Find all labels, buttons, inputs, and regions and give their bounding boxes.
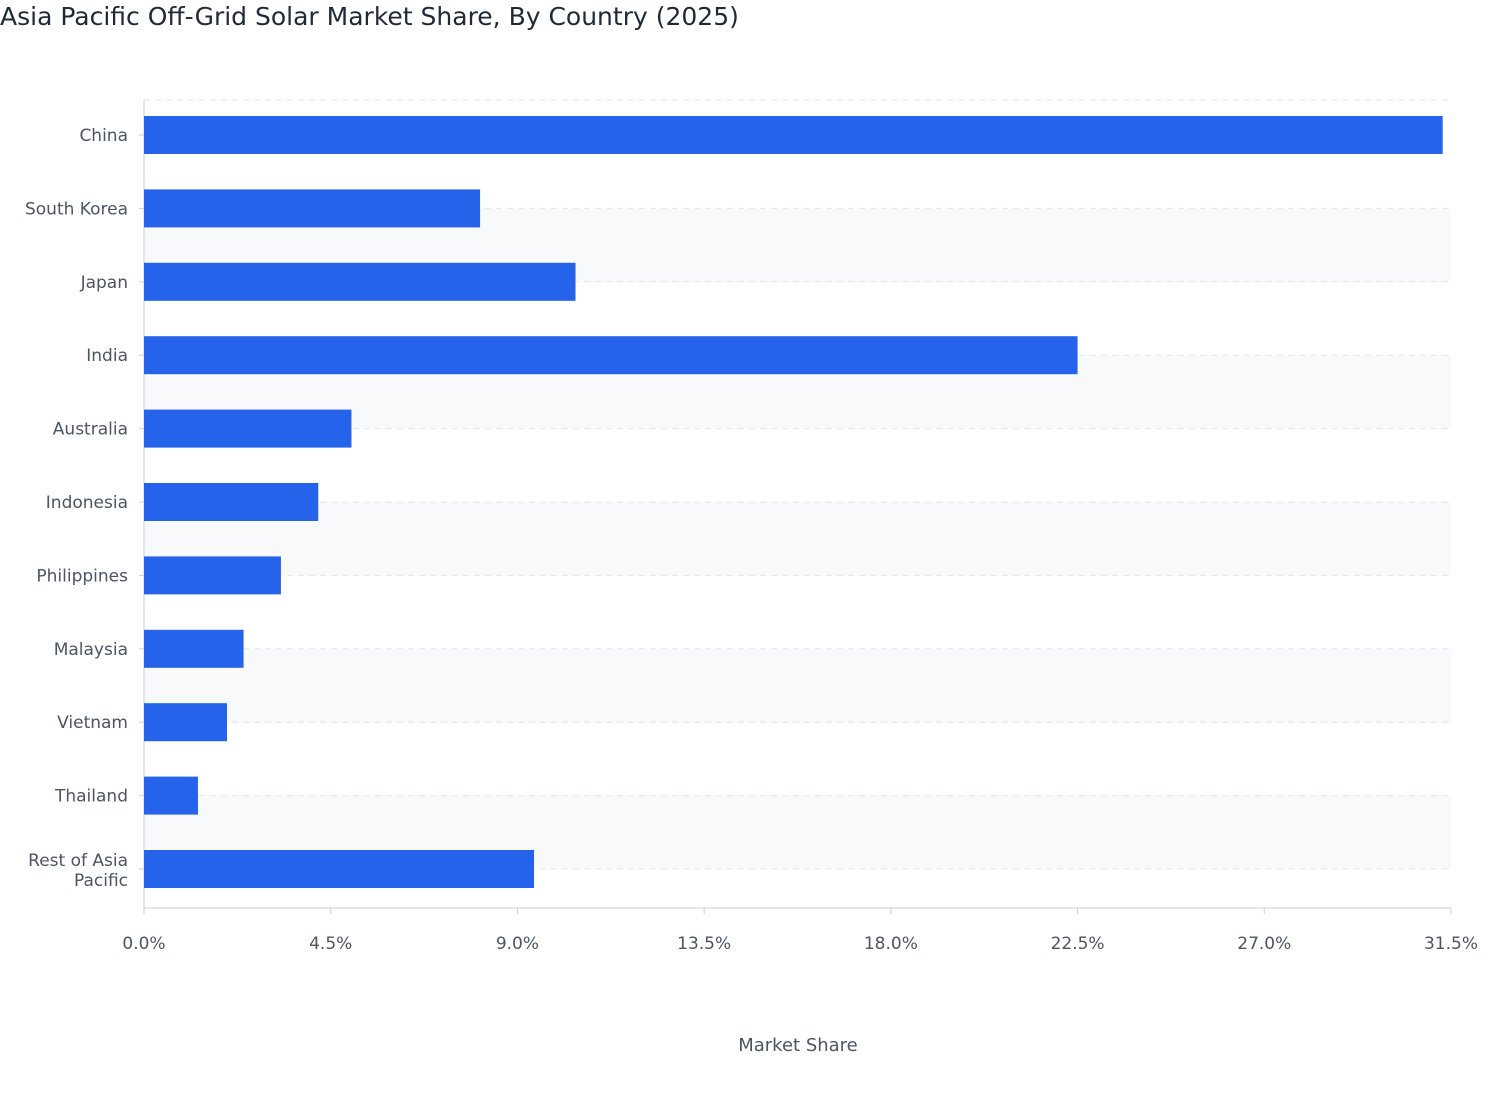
y-tick-label: Vietnam (57, 713, 128, 733)
y-tick-label: Rest of Asia Pacific (28, 851, 128, 891)
x-axis-title: Market Share (738, 1035, 858, 1056)
x-tick-label: 0.0% (122, 934, 165, 954)
chart-title: Asia Pacific Off-Grid Solar Market Share… (0, 2, 739, 31)
bar-vietnam (144, 703, 227, 742)
bar-philippines (144, 556, 281, 595)
bar-china (144, 116, 1443, 154)
x-tick-label: 22.5% (1051, 934, 1105, 954)
grid-band (144, 502, 1451, 576)
y-tick-label: South Korea (25, 199, 128, 219)
y-tick-label: Philippines (36, 566, 128, 586)
x-tick-label: 18.0% (864, 934, 918, 954)
y-tick-label: Japan (80, 273, 128, 293)
y-tick-label: Thailand (54, 787, 128, 807)
x-tick-label: 31.5% (1424, 934, 1478, 954)
bar-thailand (144, 776, 198, 815)
grid-band (144, 648, 1451, 723)
bar-india (144, 336, 1078, 375)
bar-japan (144, 262, 576, 301)
x-tick-label: 27.0% (1237, 934, 1291, 954)
y-tick-label: India (86, 346, 128, 366)
y-tick-label: Australia (53, 420, 128, 440)
bar-indonesia (144, 483, 319, 521)
bar-malaysia (144, 629, 244, 668)
y-tick-label: China (79, 126, 128, 146)
bar-australia (144, 409, 352, 448)
bar-south-korea (144, 189, 481, 228)
x-tick-label: 13.5% (677, 934, 731, 954)
y-tick-label: Indonesia (46, 493, 128, 513)
y-tick-label: Malaysia (54, 640, 128, 660)
x-tick-label: 9.0% (496, 934, 539, 954)
bar-rest-of-asia-pacific (144, 850, 535, 888)
x-tick-label: 4.5% (309, 934, 352, 954)
